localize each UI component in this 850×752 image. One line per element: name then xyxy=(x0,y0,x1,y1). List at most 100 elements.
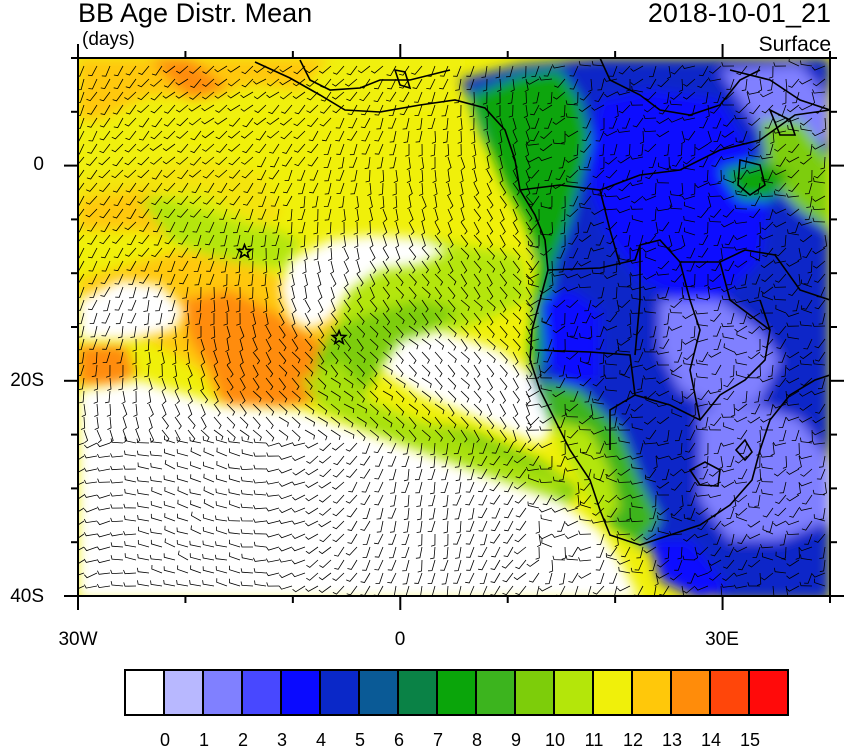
wind-barb xyxy=(644,143,657,153)
wind-barb xyxy=(690,182,696,196)
wind-barb xyxy=(215,104,228,113)
wind-barb xyxy=(441,104,449,117)
wind-barb xyxy=(779,429,787,442)
wind-barb xyxy=(306,78,319,87)
wind-barb xyxy=(775,304,787,314)
wind-barb xyxy=(525,351,532,365)
wind-barb xyxy=(317,429,328,441)
colorbar-swatch xyxy=(243,671,282,714)
wind-barb xyxy=(121,390,126,405)
wind-barb xyxy=(189,195,202,205)
wind-barb xyxy=(362,559,371,571)
wind-barb xyxy=(421,234,426,249)
wind-barb xyxy=(110,438,124,444)
wind-barb xyxy=(307,156,319,167)
wind-barb xyxy=(774,507,787,517)
wind-barb xyxy=(718,247,723,261)
wind-barb xyxy=(473,377,481,391)
wind-barb xyxy=(467,442,475,455)
wind-barb xyxy=(649,507,657,520)
wind-barb xyxy=(489,481,501,492)
wind-barb xyxy=(78,104,85,116)
wind-barb xyxy=(389,143,397,156)
wind-barb xyxy=(495,65,501,79)
wind-barb xyxy=(163,579,176,587)
wind-barb xyxy=(90,325,98,338)
wind-barb xyxy=(213,351,219,366)
wind-barb xyxy=(800,125,813,132)
wind-barb xyxy=(814,351,826,362)
wind-barb xyxy=(151,65,163,76)
wind-barb xyxy=(382,351,392,363)
wind-barb xyxy=(179,221,189,233)
wind-barb xyxy=(460,416,469,429)
wind-barb xyxy=(721,62,735,67)
wind-barb xyxy=(229,448,241,457)
wind-barb xyxy=(110,542,124,548)
wind-barb xyxy=(401,533,410,545)
wind-barb xyxy=(733,351,748,356)
wind-barb xyxy=(240,529,254,535)
wind-barb xyxy=(189,488,202,496)
wind-barb xyxy=(629,390,644,395)
wind-barb xyxy=(177,486,189,496)
wind-barb xyxy=(737,182,748,193)
wind-barb xyxy=(512,247,521,261)
wind-barb xyxy=(97,570,111,575)
wind-barb xyxy=(473,208,482,222)
wind-barb xyxy=(441,468,449,481)
wind-barb xyxy=(441,572,449,585)
wind-barb xyxy=(713,130,722,142)
wind-barb xyxy=(270,182,280,194)
wind-barb xyxy=(228,143,241,152)
wind-barb xyxy=(687,494,696,506)
wind-barb xyxy=(395,416,405,429)
wind-barb xyxy=(710,208,722,218)
wind-barb xyxy=(307,117,319,127)
wind-barb xyxy=(271,234,280,246)
wind-barb xyxy=(189,580,202,587)
wind-barb xyxy=(188,104,202,112)
wind-barb xyxy=(151,182,163,193)
wind-barb xyxy=(564,286,579,292)
wind-barb xyxy=(163,553,176,561)
wind-barb xyxy=(427,117,436,129)
wind-barb xyxy=(91,364,98,378)
wind-barb xyxy=(189,91,202,100)
wind-barb xyxy=(137,104,150,113)
wind-barb xyxy=(305,494,319,502)
wind-barb xyxy=(364,156,371,170)
wind-barb xyxy=(163,195,176,205)
wind-barb xyxy=(526,156,540,163)
wind-barb xyxy=(804,182,813,195)
wind-barb xyxy=(785,585,789,596)
continent-fill xyxy=(460,58,830,596)
wind-barb xyxy=(657,78,670,88)
wind-barb xyxy=(668,247,683,252)
wind-barb xyxy=(94,416,99,430)
wind-barb xyxy=(529,455,540,466)
wind-barb xyxy=(292,78,306,87)
wind-barb xyxy=(486,299,496,312)
lat-label-0: 0 xyxy=(33,154,44,175)
wind-barb xyxy=(204,182,215,193)
wind-barb xyxy=(316,260,321,275)
wind-barb xyxy=(573,91,579,105)
wind-barb xyxy=(248,286,254,300)
wind-barb xyxy=(346,91,358,102)
wind-barb xyxy=(726,455,735,467)
wind-barb xyxy=(733,246,748,251)
wind-barb xyxy=(709,143,722,153)
wind-barb xyxy=(421,351,430,364)
plot-title: BB Age Distr. Mean xyxy=(78,0,313,28)
wind-barb xyxy=(89,338,98,350)
wind-barb xyxy=(153,286,163,298)
wind-barb xyxy=(114,299,124,311)
wind-barb xyxy=(253,504,267,510)
wind-barb xyxy=(604,91,618,98)
wind-barb xyxy=(455,78,462,91)
wind-barb xyxy=(713,338,722,350)
wind-barb xyxy=(727,273,735,286)
wind-barb xyxy=(574,221,579,235)
wind-barb xyxy=(266,91,280,99)
